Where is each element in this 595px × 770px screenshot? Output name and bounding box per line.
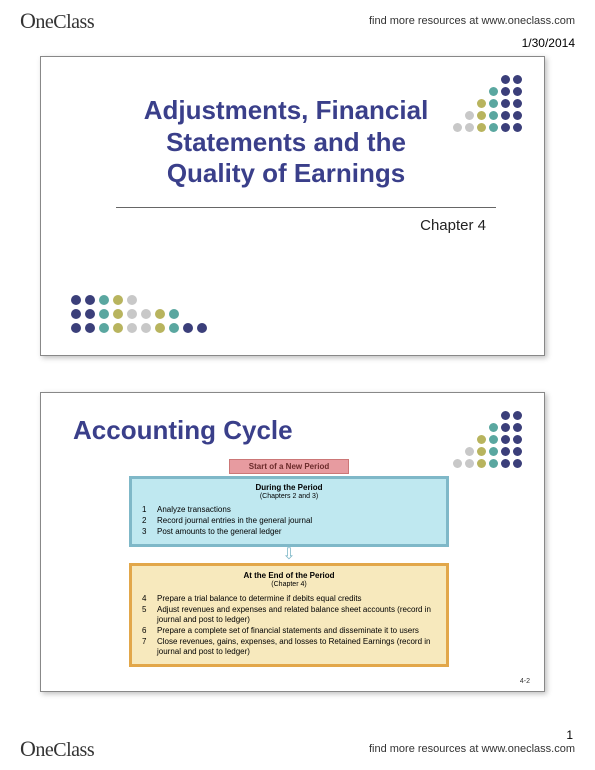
logo: OneClass <box>20 8 94 34</box>
dot-pattern-top-right <box>453 411 522 468</box>
during-period-box: During the Period (Chapters 2 and 3) 1An… <box>129 476 449 547</box>
slide-1: Adjustments, Financial Statements and th… <box>40 56 545 356</box>
step-item: 4Prepare a trial balance to determine if… <box>142 594 436 604</box>
page-header: OneClass find more resources at www.onec… <box>0 0 595 36</box>
down-arrow-icon: ⇩ <box>129 550 449 560</box>
page-date: 1/30/2014 <box>0 36 595 56</box>
dot-pattern-top-right <box>453 75 522 132</box>
step-item: 5Adjust revenues and expenses and relate… <box>142 605 436 625</box>
resources-link: find more resources at www.oneclass.com <box>369 15 575 27</box>
slide1-subtitle: Chapter 4 <box>420 217 486 234</box>
slides-container: Adjustments, Financial Statements and th… <box>0 56 595 692</box>
box2-heading: At the End of the Period <box>142 571 436 581</box>
divider <box>116 207 496 208</box>
slide-2: Accounting Cycle Start of a New Period D… <box>40 392 545 692</box>
logo: OneClass <box>20 736 94 762</box>
resources-link: find more resources at www.oneclass.com <box>369 743 575 755</box>
slide1-title: Adjustments, Financial Statements and th… <box>121 95 451 190</box>
page-footer: OneClass find more resources at www.onec… <box>0 728 595 764</box>
box1-steps: 1Analyze transactions2Record journal ent… <box>142 505 436 537</box>
box2-steps: 4Prepare a trial balance to determine if… <box>142 594 436 657</box>
box1-subheading: (Chapters 2 and 3) <box>142 493 436 502</box>
banner-start-period: Start of a New Period <box>229 459 349 474</box>
step-item: 1Analyze transactions <box>142 505 436 515</box>
box1-heading: During the Period <box>142 483 436 493</box>
step-item: 2Record journal entries in the general j… <box>142 516 436 526</box>
slide2-title: Accounting Cycle <box>73 415 293 446</box>
step-item: 3Post amounts to the general ledger <box>142 527 436 537</box>
end-of-period-box: At the End of the Period (Chapter 4) 4Pr… <box>129 563 449 667</box>
step-item: 7Close revenues, gains, expenses, and lo… <box>142 637 436 657</box>
slide2-number: 4-2 <box>520 678 530 685</box>
box2-subheading: (Chapter 4) <box>142 581 436 590</box>
accounting-cycle-diagram: Start of a New Period During the Period … <box>129 459 449 667</box>
slide1-title-box: Adjustments, Financial Statements and th… <box>121 95 451 190</box>
dot-pattern-bottom-left <box>71 295 207 333</box>
step-item: 6Prepare a complete set of financial sta… <box>142 626 436 636</box>
